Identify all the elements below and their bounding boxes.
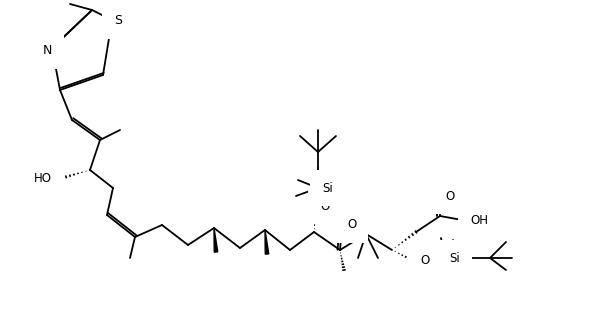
Text: HO: HO	[34, 172, 52, 185]
Text: O: O	[445, 189, 454, 203]
Text: S: S	[114, 13, 122, 27]
Polygon shape	[265, 230, 268, 254]
Polygon shape	[214, 228, 218, 252]
Text: O: O	[347, 219, 356, 231]
Text: Si: Si	[322, 181, 333, 195]
Text: N: N	[42, 44, 52, 57]
Text: OH: OH	[470, 213, 488, 227]
Text: Si: Si	[449, 252, 460, 265]
Text: O: O	[320, 199, 329, 212]
Text: O: O	[420, 254, 429, 268]
